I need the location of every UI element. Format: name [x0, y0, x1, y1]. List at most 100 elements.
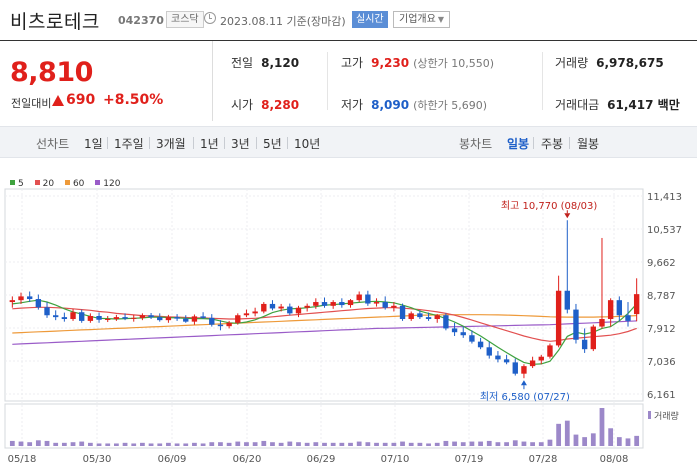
tab-weekly[interactable]: 주봉	[541, 137, 564, 151]
volume-bar	[96, 443, 102, 446]
low-label: 저가	[341, 98, 364, 112]
candle	[243, 309, 250, 318]
candle-body	[512, 362, 518, 374]
high-label: 고가	[341, 56, 364, 70]
candle-body	[44, 307, 50, 316]
volume-bar	[426, 443, 431, 446]
volume-bar	[122, 442, 128, 446]
volume-bar	[573, 434, 579, 446]
candle-body	[261, 303, 267, 312]
candle	[460, 326, 466, 338]
tab-daily[interactable]: 일봉	[507, 137, 530, 151]
volume-bar	[616, 437, 622, 446]
candle	[139, 313, 146, 321]
candle-body	[529, 360, 536, 367]
y-tick-label: 10,537	[647, 225, 682, 236]
volume-bar	[9, 440, 15, 446]
y-tick-label: 6,161	[647, 390, 676, 401]
volume-bar	[35, 440, 41, 446]
tab-1w[interactable]: 1주일	[114, 137, 144, 151]
y-tick-label: 7,912	[647, 324, 676, 335]
low-annotation: 최저 6,580 (07/27)	[480, 391, 570, 403]
candle	[382, 296, 388, 310]
candle-body	[443, 315, 449, 329]
candle	[581, 328, 588, 353]
candle-body	[70, 312, 76, 320]
tab-1d[interactable]: 1일	[84, 137, 103, 151]
candle-body	[278, 306, 284, 309]
y-tick-label: 8,787	[647, 291, 676, 302]
volume-bar	[261, 440, 267, 446]
legend-item-ma20[interactable]: 20	[34, 179, 54, 189]
tab-5y[interactable]: 5년	[263, 137, 282, 151]
candle-body	[425, 317, 432, 320]
change-percent: +8.50%	[103, 92, 164, 108]
candle-body	[321, 302, 328, 306]
x-tick-label: 05/18	[8, 454, 37, 465]
x-tick-label: 05/30	[83, 454, 112, 465]
candle-body	[35, 299, 42, 308]
volume-bar	[244, 442, 249, 446]
stock-code: 042370	[118, 14, 164, 27]
legend-item-ma5[interactable]: 5	[10, 179, 24, 189]
candle	[434, 314, 440, 323]
current-price: 8,810	[10, 57, 93, 88]
tab-10y[interactable]: 10년	[294, 137, 321, 151]
candle	[356, 291, 362, 303]
volume-bar	[322, 442, 327, 446]
legend-swatch	[34, 180, 40, 185]
candle	[105, 315, 111, 323]
volume-bar	[434, 442, 440, 446]
volume-bar	[512, 440, 518, 446]
candle-body	[209, 317, 215, 325]
candle	[217, 320, 224, 331]
date-text: 2023.08.11 기준(장마감)	[220, 15, 346, 28]
x-tick-label: 06/29	[307, 454, 336, 465]
tab-divider	[533, 137, 534, 149]
tab-3y[interactable]: 3년	[231, 137, 250, 151]
turnover-cell: 거래대금 61,417 백만	[555, 96, 680, 113]
tab-monthly[interactable]: 월봉	[577, 137, 600, 151]
legend-swatch	[10, 180, 15, 185]
volume-bar	[140, 442, 145, 446]
tab-3m[interactable]: 3개월	[156, 137, 186, 151]
candle	[226, 320, 232, 329]
chevron-down-icon: ▼	[437, 15, 444, 24]
ma-line-60	[12, 314, 637, 334]
volume-bar	[486, 440, 492, 446]
col-divider	[542, 52, 543, 110]
candle	[555, 275, 562, 348]
company-info-label: 기업개요	[399, 14, 436, 25]
tab-divider	[569, 137, 570, 149]
candle-body	[451, 328, 458, 333]
candle	[304, 303, 310, 312]
volume-bar	[44, 440, 50, 446]
legend-item-ma120[interactable]: 120	[95, 179, 120, 189]
company-info-button[interactable]: 기업개요 ▼	[393, 11, 450, 28]
candle-body	[599, 319, 605, 327]
volume-bar	[70, 442, 76, 446]
candle-body	[269, 303, 276, 309]
volume-cell: 거래량 6,978,675	[555, 54, 664, 71]
candle	[529, 356, 536, 369]
turnover-label: 거래대금	[555, 98, 600, 112]
candle	[321, 297, 328, 308]
candle	[339, 298, 345, 308]
candle-body	[243, 313, 250, 316]
volume-bar	[166, 442, 171, 446]
candle-body	[183, 318, 189, 322]
tab-divider	[287, 137, 288, 149]
legend-swatch	[95, 180, 101, 185]
price-box: 8,810 전일대비 690 +8.50%	[0, 41, 212, 121]
turnover-value: 61,417 백만	[607, 98, 680, 112]
legend-item-ma60[interactable]: 60	[64, 179, 84, 189]
open-cell: 시가 8,280	[231, 96, 299, 113]
volume-bar	[296, 442, 301, 446]
volume-bar	[18, 441, 24, 446]
realtime-button[interactable]: 실시간	[352, 11, 388, 28]
candle-body	[573, 309, 579, 340]
volume-bar	[443, 440, 449, 446]
tab-1y[interactable]: 1년	[200, 137, 219, 151]
change-label: 전일대비	[11, 97, 52, 110]
